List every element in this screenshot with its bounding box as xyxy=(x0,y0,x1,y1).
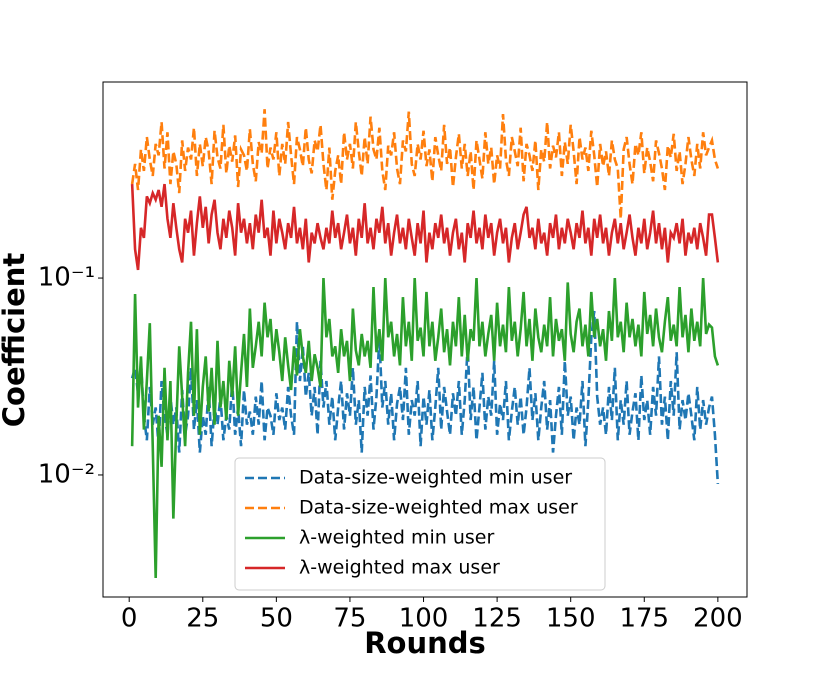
y-tick-label: 10⁻¹ xyxy=(38,263,95,293)
y-tick-label: 10⁻² xyxy=(38,459,95,489)
x-tick-label: 25 xyxy=(186,604,219,634)
y-axis-label: Coefficient xyxy=(0,253,31,428)
legend-label: λ-weighted min user xyxy=(299,527,494,549)
x-tick-label: 100 xyxy=(399,604,449,634)
x-tick-label: 200 xyxy=(693,604,743,634)
x-tick-label: 50 xyxy=(260,604,293,634)
x-tick-label: 175 xyxy=(619,604,669,634)
legend-label: Data-size-weighted max user xyxy=(299,497,578,519)
x-tick-label: 75 xyxy=(333,604,366,634)
series-line xyxy=(130,183,720,271)
legend-box xyxy=(234,457,606,591)
x-tick-label: 0 xyxy=(121,604,138,634)
series-line xyxy=(130,310,720,485)
series-line xyxy=(130,277,720,578)
legend-label: λ-weighted max user xyxy=(299,557,500,579)
x-tick-label: 125 xyxy=(472,604,522,634)
legend-label: Data-size-weighted min user xyxy=(299,467,572,489)
plot-frame xyxy=(102,81,748,598)
x-tick-label: 150 xyxy=(546,604,596,634)
series-line xyxy=(130,109,720,219)
x-axis-label: Rounds xyxy=(364,626,486,660)
